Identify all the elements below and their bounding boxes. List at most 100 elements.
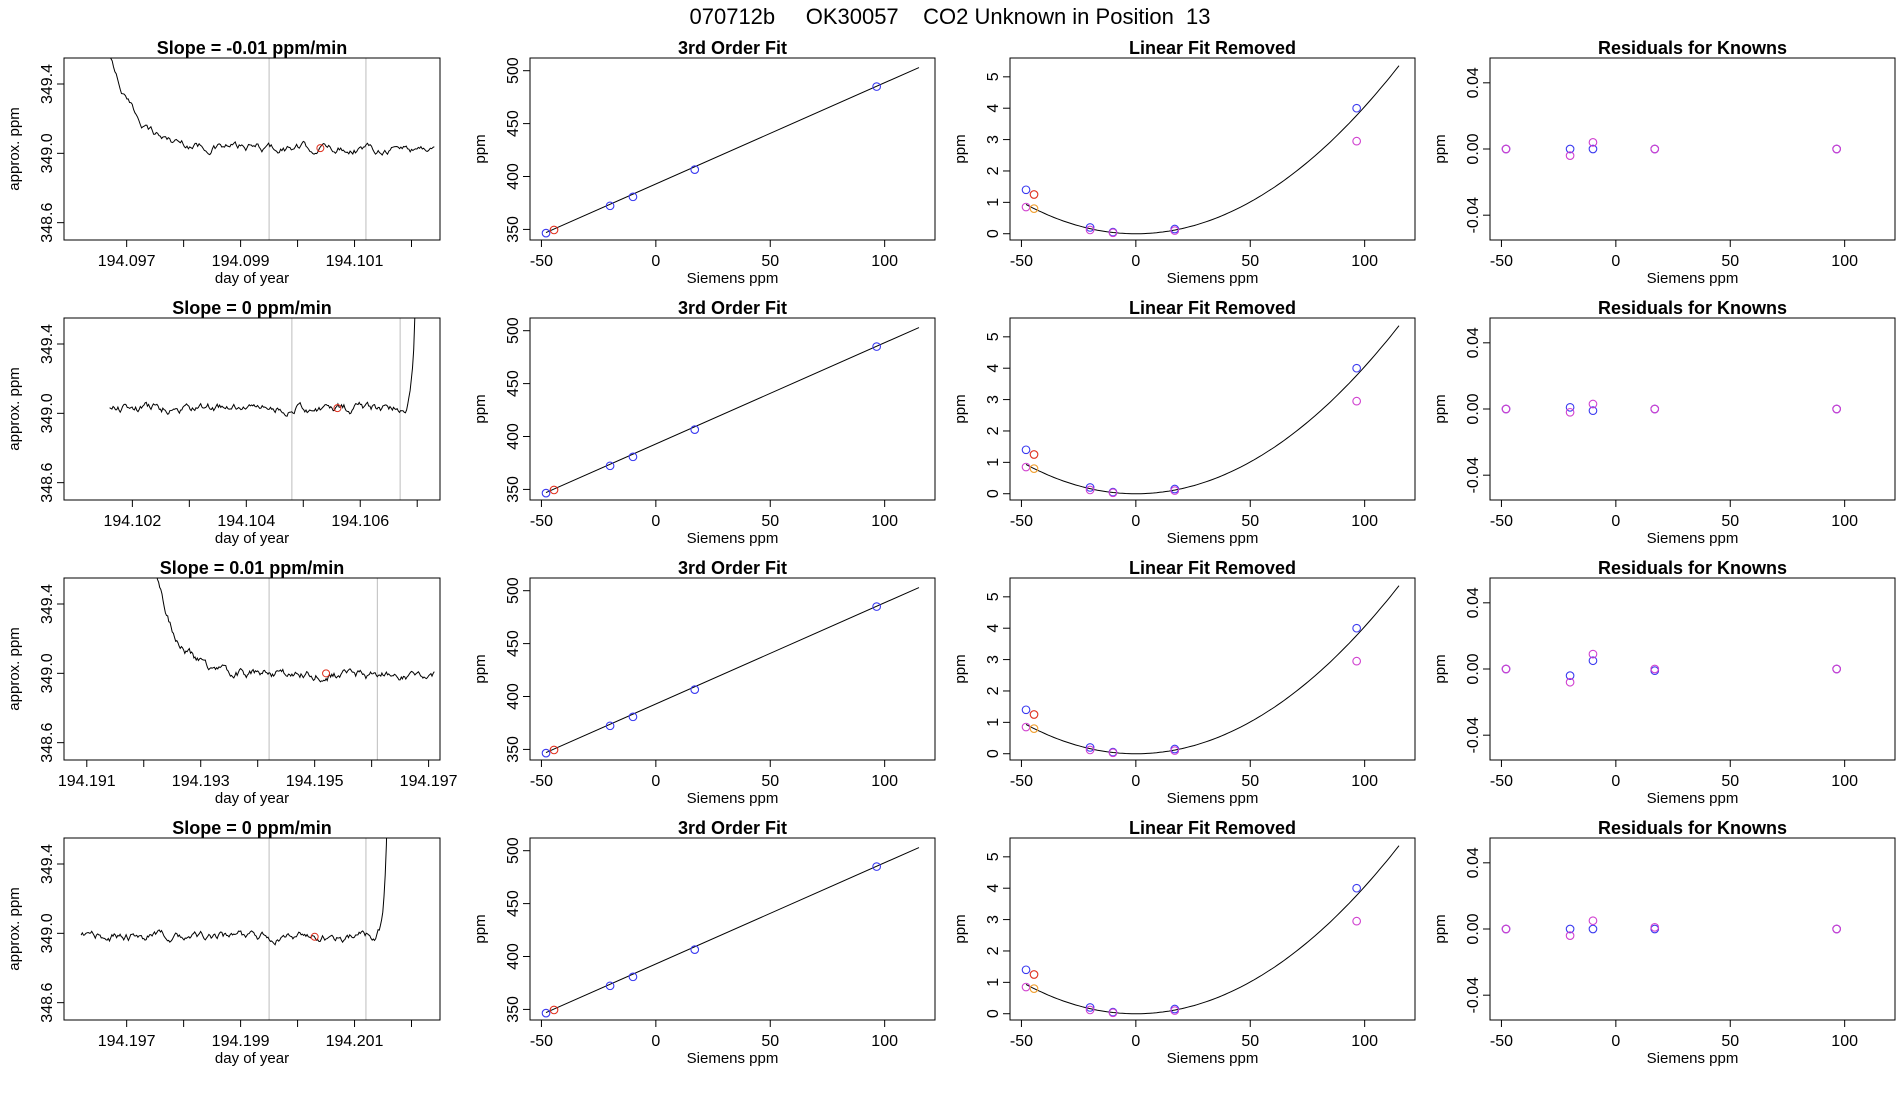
data-point-magenta — [1501, 924, 1511, 934]
chart-title: Residuals for Knowns — [1598, 38, 1787, 58]
data-point-blue — [541, 228, 551, 238]
data-point-red — [1029, 190, 1039, 199]
chart-title: 3rd Order Fit — [678, 818, 787, 838]
x-tick-label: -50 — [1490, 1033, 1513, 1050]
y-axis-label: ppm — [952, 914, 969, 943]
fit-line — [545, 587, 920, 754]
x-tick-label: -50 — [1010, 773, 1033, 790]
y-tick-label: 348.6 — [39, 203, 56, 243]
chart-title: Residuals for Knowns — [1598, 558, 1787, 578]
x-tick-label: 194.195 — [286, 773, 344, 790]
data-point-red — [1029, 450, 1039, 459]
chart-panel-time-series-1: Slope = 0 ppm/min 194.102 194.104 194.106 34… — [6, 298, 441, 547]
chart-title: Slope = -0.01 ppm/min — [157, 38, 348, 58]
data-point-magenta — [1565, 677, 1575, 687]
data-point-blue — [1085, 743, 1095, 752]
x-axis-label: Siemens ppm — [1647, 1050, 1739, 1067]
data-point-orange — [1029, 724, 1039, 733]
y-tick-label: 1 — [985, 978, 1002, 987]
x-tick-label: 100 — [871, 1033, 898, 1050]
y-tick-label: 349.4 — [39, 324, 56, 364]
y-tick-label: 400 — [505, 943, 522, 970]
y-tick-label: 348.6 — [39, 983, 56, 1023]
x-tick-label: 50 — [1721, 253, 1739, 270]
y-tick-label: 0 — [985, 489, 1002, 498]
y-tick-label: 5 — [985, 72, 1002, 81]
plot-area — [541, 67, 920, 238]
time-series-line — [110, 58, 435, 156]
x-axis-label: Siemens ppm — [687, 1050, 779, 1067]
plot-area — [109, 318, 416, 417]
x-axis-label: Siemens ppm — [1647, 270, 1739, 287]
data-point-magenta — [1588, 916, 1598, 926]
chart-panel-fit-2: 3rd Order Fit -50 0 50 100 350 400 450 500 Siemen… — [472, 558, 936, 807]
data-point-magenta — [1832, 144, 1842, 154]
current-point-marker — [333, 404, 342, 413]
x-tick-label: -50 — [1490, 513, 1513, 530]
y-tick-label: 500 — [505, 837, 522, 864]
x-tick-label: 50 — [761, 253, 779, 270]
chart-panel-fit-3: 3rd Order Fit -50 0 50 100 350 400 450 500 Siemen… — [472, 818, 936, 1067]
x-tick-label: 0 — [651, 253, 660, 270]
chart-title: Residuals for Knowns — [1598, 818, 1787, 838]
data-point-blue — [1565, 924, 1575, 934]
y-tick-label: 450 — [505, 890, 522, 917]
x-axis-label: day of year — [215, 790, 289, 807]
x-tick-label: 0 — [1611, 773, 1620, 790]
quadratic-fit-curve — [1025, 325, 1400, 495]
x-tick-label: 194.199 — [212, 1033, 270, 1050]
data-point-magenta — [1650, 404, 1660, 414]
data-point-blue — [628, 712, 638, 722]
y-tick-label: 0 — [985, 229, 1002, 238]
y-tick-label: 450 — [505, 370, 522, 397]
x-axis-label: Siemens ppm — [1647, 790, 1739, 807]
data-point-magenta — [1832, 924, 1842, 934]
quadratic-fit-curve — [1025, 65, 1400, 235]
data-point-red — [1029, 710, 1039, 719]
x-tick-label: 0 — [1131, 513, 1140, 530]
y-axis-label: ppm — [472, 134, 489, 163]
y-tick-label: -0.04 — [1465, 457, 1482, 494]
quadratic-fit-curve — [1025, 845, 1400, 1015]
data-point-blue — [541, 748, 551, 758]
x-axis-label: day of year — [215, 270, 289, 287]
data-point-blue — [1085, 223, 1095, 232]
y-tick-label: 4 — [985, 624, 1002, 633]
x-tick-label: -50 — [1490, 773, 1513, 790]
x-tick-label: 194.104 — [217, 513, 275, 530]
x-tick-label: 0 — [1131, 1033, 1140, 1050]
data-point-orange — [1029, 464, 1039, 473]
plot-frame — [1009, 837, 1416, 1021]
y-tick-label: 349.0 — [39, 393, 56, 433]
y-tick-label: 400 — [505, 683, 522, 710]
x-tick-label: 194.197 — [400, 773, 458, 790]
data-point-blue — [1588, 656, 1598, 666]
plot-area — [1501, 399, 1842, 417]
y-tick-label: 3 — [985, 915, 1002, 924]
y-tick-label: 5 — [985, 592, 1002, 601]
plot-area — [110, 58, 435, 156]
data-point-blue — [605, 721, 615, 731]
y-axis-label: ppm — [1432, 914, 1449, 943]
data-point-blue — [1085, 483, 1095, 492]
y-tick-label: 349.4 — [39, 64, 56, 104]
chart-title: 3rd Order Fit — [678, 298, 787, 318]
x-tick-label: 100 — [1351, 1033, 1378, 1050]
x-tick-label: 50 — [761, 513, 779, 530]
data-point-blue — [872, 342, 882, 351]
y-axis-label: ppm — [952, 394, 969, 423]
y-tick-label: 5 — [985, 852, 1002, 861]
fit-line — [545, 327, 920, 494]
page-title: 070712b OK30057 CO2 Unknown in Position … — [689, 4, 1211, 29]
data-point-blue — [605, 981, 615, 991]
plot-area — [1501, 916, 1842, 940]
y-tick-label: 2 — [985, 166, 1002, 175]
x-tick-label: 194.097 — [98, 253, 156, 270]
x-tick-label: 50 — [1721, 513, 1739, 530]
y-tick-label: 2 — [985, 426, 1002, 435]
chart-title: Slope = 0 ppm/min — [172, 298, 332, 318]
data-point-magenta — [1108, 1008, 1118, 1018]
plot-frame — [529, 317, 936, 501]
y-tick-label: 0.04 — [1465, 847, 1482, 878]
plot-area — [80, 838, 388, 946]
